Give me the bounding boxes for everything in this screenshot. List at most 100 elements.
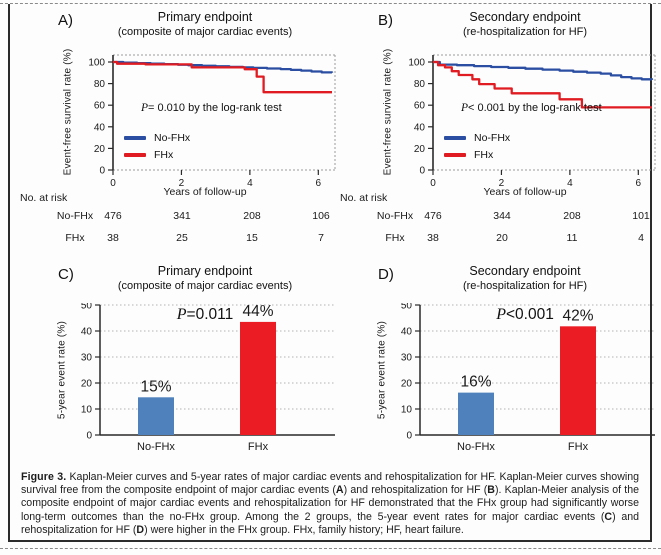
legend-swatch-blue (444, 136, 466, 140)
svg-text:No-FHx: No-FHx (457, 441, 495, 453)
p-value-annotation: P< 0.001 by the log-rank test (461, 102, 602, 114)
risk-value: 208 (563, 210, 581, 222)
legend-swatch-blue (124, 136, 146, 140)
svg-text:40: 40 (414, 122, 426, 133)
x-axis-label: Years of follow-up (163, 186, 247, 198)
p-text: < 0.001 by the log-rank test (468, 102, 602, 114)
svg-text:42%: 42% (562, 307, 593, 324)
risk-value: 20 (496, 232, 508, 244)
km-chart-a: 0 20 40 60 80 100 0 2 4 6 (88, 54, 336, 189)
svg-text:No-FHx: No-FHx (137, 441, 175, 453)
risk-value: 344 (493, 210, 511, 222)
risk-table-label: No. at risk (20, 192, 68, 204)
svg-text:20: 20 (401, 379, 413, 390)
panel-subtitle: (re-hospitalization for HF) (462, 26, 588, 38)
panel-subtitle: (composite of major cardiac events) (117, 26, 293, 38)
risk-row-nofhx: No-FHx 476 344 208 101 (330, 210, 650, 224)
legend-label: No-FHx (474, 132, 511, 144)
svg-text:80: 80 (414, 79, 426, 90)
risk-row-name: No-FHx (376, 210, 414, 222)
p-symbol: P (496, 306, 506, 323)
svg-text:16%: 16% (460, 374, 491, 391)
bar-chart-d: 0 10 20 30 40 50 16% No-FHx 42% FHx (401, 303, 655, 453)
panel-a: A) Primary endpoint (composite of major … (10, 8, 336, 254)
svg-text:4: 4 (247, 178, 253, 189)
caption-segment: A (335, 484, 344, 497)
svg-text:0: 0 (406, 431, 412, 442)
svg-text:0: 0 (99, 166, 105, 177)
svg-text:FHx: FHx (568, 441, 589, 453)
panel-title: Primary endpoint (157, 264, 253, 278)
svg-text:40: 40 (81, 327, 93, 338)
panel-d: D) Secondary endpoint (re-hospitalizatio… (330, 258, 655, 470)
svg-text:15%: 15% (140, 378, 171, 395)
panel-letter: C) (58, 266, 74, 283)
svg-text:2: 2 (499, 178, 505, 189)
panel-title: Primary endpoint (157, 10, 253, 24)
risk-row-name: FHx (65, 232, 85, 244)
svg-text:20: 20 (94, 144, 106, 155)
svg-text:100: 100 (88, 58, 105, 69)
risk-value: 4 (638, 232, 644, 244)
risk-value: 7 (318, 232, 324, 244)
svg-text:44%: 44% (242, 303, 273, 320)
caption-segment: ). Kaplan-Meier analysis of the composit… (21, 484, 640, 523)
caption-segment: ) were higher in the FHx group. FHx, fam… (144, 523, 464, 536)
p-text: <0.001 (505, 306, 554, 323)
panel-title: Secondary endpoint (469, 10, 581, 24)
risk-value: 38 (107, 232, 119, 244)
svg-text:20: 20 (414, 144, 426, 155)
legend-item-fhx: FHx (444, 149, 493, 161)
legend-swatch-red (444, 153, 466, 157)
svg-text:40: 40 (401, 327, 413, 338)
p-value-annotation: P<0.001 (440, 306, 610, 324)
caption-segment: ) and rehospitalization for HF ( (343, 484, 488, 497)
risk-row-name: FHx (385, 232, 405, 244)
p-text: =0.011 (186, 306, 234, 323)
svg-text:80: 80 (94, 79, 106, 90)
legend-label: FHx (474, 149, 494, 161)
legend-label: No-FHx (154, 132, 191, 144)
risk-value: 11 (566, 232, 578, 244)
svg-text:60: 60 (414, 101, 426, 112)
svg-text:60: 60 (94, 101, 106, 112)
svg-text:0: 0 (419, 166, 425, 177)
svg-text:20: 20 (81, 379, 93, 390)
svg-text:FHx: FHx (248, 441, 269, 453)
bottom-rule (0, 548, 661, 549)
risk-value: 15 (246, 232, 258, 244)
panel-c: C) Primary endpoint (composite of major … (10, 258, 335, 470)
risk-value: 208 (243, 210, 261, 222)
panel-letter: A) (58, 12, 73, 29)
panel-letter: D) (378, 266, 394, 283)
top-rule (0, 3, 661, 4)
panel-b: B) Secondary endpoint (re-hospitalizatio… (330, 8, 656, 254)
svg-text:100: 100 (408, 58, 425, 69)
panel-subtitle: (re-hospitalization for HF) (462, 280, 588, 292)
risk-row-fhx: FHx 38 25 15 7 (10, 232, 330, 246)
risk-value: 25 (176, 232, 188, 244)
svg-text:0: 0 (86, 431, 92, 442)
risk-value: 106 (312, 210, 330, 222)
risk-value: 476 (424, 210, 442, 222)
svg-text:50: 50 (401, 303, 413, 312)
figure-frame (8, 4, 652, 542)
svg-text:0: 0 (110, 178, 116, 189)
caption-segment: D (136, 523, 145, 536)
svg-text:6: 6 (316, 178, 322, 189)
legend-item-nofhx: No-FHx (124, 132, 190, 144)
svg-text:30: 30 (401, 353, 413, 364)
p-symbol: P (176, 306, 187, 323)
x-axis-label: Years of follow-up (483, 186, 567, 198)
caption-segment: Kaplan-Meier curves and 5-year rates of … (21, 471, 639, 497)
panel-letter: B) (378, 12, 393, 29)
p-value-annotation: P=0.011 (120, 306, 290, 324)
risk-row-name: No-FHx (56, 210, 94, 222)
caption-segment: C (604, 510, 613, 523)
p-symbol: P (461, 102, 469, 114)
p-symbol: P (141, 102, 149, 114)
legend-swatch-red (124, 153, 146, 157)
svg-text:0: 0 (430, 178, 436, 189)
svg-text:2: 2 (179, 178, 185, 189)
